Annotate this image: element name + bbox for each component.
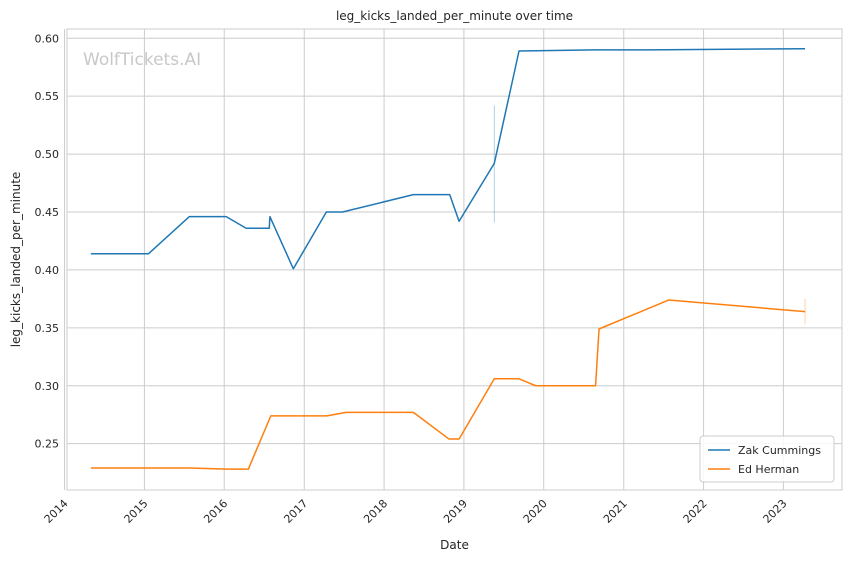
x-tick-label: 2019 <box>441 497 470 526</box>
legend-frame <box>699 435 835 483</box>
plot-background <box>66 28 843 491</box>
grid-lines <box>64 29 842 490</box>
x-tick-label: 2014 <box>42 497 71 526</box>
y-tick-label: 0.55 <box>35 90 60 103</box>
y-tick-label: 0.25 <box>35 438 60 451</box>
legend-label: Zak Cummings <box>738 444 821 457</box>
y-tick-label: 0.45 <box>35 206 60 219</box>
y-tick-label: 0.50 <box>35 148 60 161</box>
y-axis: 0.25 0.30 0.35 0.40 0.45 0.50 0.55 0.60 <box>35 32 60 450</box>
x-tick-label: 2023 <box>761 497 790 526</box>
x-tick-label: 2020 <box>521 497 550 526</box>
x-tick-label: 2015 <box>122 497 151 526</box>
plot-area: WolfTickets.AI <box>64 28 843 491</box>
y-axis-label: leg_kicks_landed_per_minute <box>9 172 23 348</box>
legend-label: Ed Herman <box>738 463 799 476</box>
series-line-1 <box>90 299 806 470</box>
x-axis-label: Date <box>440 538 469 552</box>
y-tick-label: 0.60 <box>35 32 60 45</box>
x-tick-label: 2021 <box>601 497 630 526</box>
x-tick-label: 2017 <box>281 497 310 526</box>
y-tick-label: 0.40 <box>35 264 60 277</box>
legend: Zak Cummings Ed Herman <box>699 435 835 483</box>
x-tick-label: 2016 <box>201 497 230 526</box>
x-tick-label: 2022 <box>681 497 710 526</box>
series-lines <box>90 47 806 470</box>
watermark: WolfTickets.AI <box>83 50 201 70</box>
x-axis: 2014 2015 2016 2017 2018 2019 2020 2021 2022 2023 <box>42 497 790 526</box>
chart-title: leg_kicks_landed_per_minute over time <box>336 9 573 23</box>
series-line-0 <box>90 47 806 270</box>
y-tick-label: 0.30 <box>35 380 60 393</box>
y-tick-label: 0.35 <box>35 322 60 335</box>
x-tick-label: 2018 <box>361 497 390 526</box>
